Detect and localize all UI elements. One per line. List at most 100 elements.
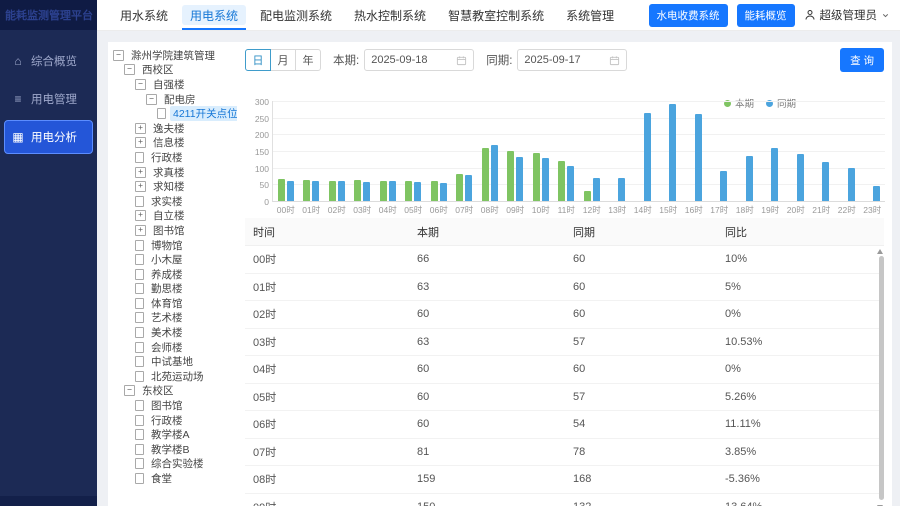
expand-icon[interactable]: + bbox=[135, 122, 146, 134]
tree-node[interactable]: 行政楼 bbox=[113, 150, 237, 165]
tree-node[interactable]: 小木屋 bbox=[113, 252, 237, 267]
tree-node[interactable]: − 东校区 bbox=[113, 384, 237, 399]
tree-node[interactable]: + 求真楼 bbox=[113, 165, 237, 180]
expand-icon[interactable]: + bbox=[135, 181, 146, 193]
user-menu[interactable]: 超级管理员 bbox=[804, 7, 891, 23]
tree-node[interactable]: 求实楼 bbox=[113, 194, 237, 209]
sidebar-collapse-strip[interactable] bbox=[0, 496, 97, 506]
collapse-icon[interactable]: − bbox=[124, 64, 135, 76]
scrollbar-thumb[interactable] bbox=[879, 256, 884, 500]
tree-node[interactable]: 美术楼 bbox=[113, 325, 237, 340]
table-cell: 132 bbox=[565, 493, 717, 506]
comparison-table-wrap: 时间 本期 同期 同比 00时 66 60 10% 01时 63 60 5% 02时 60 60 0% 03时 6… bbox=[245, 218, 884, 506]
analysis-content: 日月年 本期: 2025-09-18 同期: 2025-09-17 查 询 本期… bbox=[237, 42, 892, 506]
table-row: 05时 60 57 5.26% bbox=[245, 383, 884, 411]
collapse-icon[interactable]: − bbox=[146, 93, 157, 105]
tree-node[interactable]: + 自立楼 bbox=[113, 209, 237, 224]
bar-previous bbox=[541, 157, 549, 201]
table-cell: 60 bbox=[409, 300, 565, 329]
bar-current bbox=[507, 151, 515, 201]
sidebar-item-power-analysis[interactable]: ▦ 用电分析 bbox=[4, 120, 93, 154]
tree-node[interactable]: − 滁州学院建筑管理 bbox=[113, 48, 237, 63]
tab-hot-water-control[interactable]: 热水控制系统 bbox=[343, 0, 437, 30]
tree-node[interactable]: 行政楼 bbox=[113, 413, 237, 428]
table-cell: 11.11% bbox=[717, 410, 884, 439]
table-cell: 09时 bbox=[245, 493, 409, 506]
y-axis-tick: 100 bbox=[254, 163, 269, 174]
topbar-actions: 水电收费系统 能耗概览 超级管理员 bbox=[648, 3, 900, 27]
chart-legend: 本期 同期 bbox=[723, 96, 796, 110]
utility-billing-system-button[interactable]: 水电收费系统 bbox=[648, 3, 728, 27]
period-toggle-group: 日月年 bbox=[245, 49, 321, 71]
scroll-up-arrow[interactable] bbox=[877, 249, 883, 254]
period-day-button[interactable]: 日 bbox=[245, 49, 271, 71]
period-year-button[interactable]: 年 bbox=[295, 49, 321, 71]
tab-water-system[interactable]: 用水系统 bbox=[109, 0, 179, 30]
bar-current bbox=[456, 174, 464, 201]
tree-node[interactable]: − 配电房 bbox=[113, 92, 237, 107]
sidebar-item-overview[interactable]: ⌂ 综合概览 bbox=[4, 44, 93, 78]
tree-node-label: 博物馆 bbox=[151, 239, 183, 252]
period-month-button[interactable]: 月 bbox=[270, 49, 296, 71]
collapse-icon[interactable]: − bbox=[124, 385, 135, 397]
tree-node[interactable]: 博物馆 bbox=[113, 238, 237, 253]
tree-node[interactable]: − 西校区 bbox=[113, 63, 237, 78]
tree-node[interactable]: 食堂 bbox=[113, 471, 237, 486]
gridline bbox=[273, 151, 885, 152]
tab-power-system[interactable]: 用电系统 bbox=[179, 0, 249, 30]
tree-node[interactable]: + 图书馆 bbox=[113, 223, 237, 238]
tree-node[interactable]: 会师楼 bbox=[113, 340, 237, 355]
compare-period-label: 同期: bbox=[486, 55, 513, 67]
bar-previous bbox=[490, 145, 498, 201]
table-cell: 159 bbox=[409, 465, 565, 494]
list-icon: ≡ bbox=[14, 92, 22, 106]
tab-smart-classroom-control[interactable]: 智慧教室控制系统 bbox=[437, 0, 555, 30]
legend-dot bbox=[765, 99, 773, 107]
table-header-cell: 时间 bbox=[245, 218, 409, 246]
table-cell: 168 bbox=[565, 465, 717, 494]
tab-label: 系统管理 bbox=[566, 8, 615, 23]
legend-item[interactable]: 本期 bbox=[723, 96, 754, 110]
tab-system-management[interactable]: 系统管理 bbox=[555, 0, 625, 30]
table-row: 03时 63 57 10.53% bbox=[245, 328, 884, 356]
tree-node[interactable]: 4211开关点位 bbox=[113, 106, 237, 122]
sidebar-menu: ⌂ 综合概览 ≡ 用电管理 ▦ 用电分析 bbox=[0, 30, 97, 154]
tree-node-label: 图书馆 bbox=[151, 400, 183, 413]
collapse-icon[interactable]: − bbox=[135, 78, 146, 90]
expand-icon[interactable]: + bbox=[135, 166, 146, 178]
table-row: 02时 60 60 0% bbox=[245, 300, 884, 329]
tree-node[interactable]: 教学楼A bbox=[113, 427, 237, 442]
legend-item[interactable]: 同期 bbox=[765, 96, 796, 110]
tree-node[interactable]: 体育馆 bbox=[113, 296, 237, 311]
tree-node[interactable]: − 自强楼 bbox=[113, 77, 237, 92]
tree-node[interactable]: 教学楼B bbox=[113, 442, 237, 457]
current-date-input[interactable]: 2025-09-18 bbox=[364, 49, 475, 71]
table-cell: 3.85% bbox=[717, 438, 884, 466]
tree-node[interactable]: 北苑运动场 bbox=[113, 369, 237, 384]
bar-current bbox=[430, 181, 438, 201]
table-cell: 78 bbox=[565, 438, 717, 466]
energy-overview-button[interactable]: 能耗概览 bbox=[736, 3, 795, 27]
tree-node[interactable]: 中试基地 bbox=[113, 354, 237, 369]
tree-node[interactable]: 图书馆 bbox=[113, 398, 237, 413]
compare-date-input[interactable]: 2025-09-17 bbox=[517, 49, 628, 71]
collapse-icon[interactable]: − bbox=[113, 49, 124, 61]
tree-node[interactable]: + 求知楼 bbox=[113, 179, 237, 194]
expand-icon[interactable]: + bbox=[135, 224, 146, 236]
tree-node[interactable]: 综合实验楼 bbox=[113, 457, 237, 472]
expand-icon[interactable]: + bbox=[135, 210, 146, 222]
tree-node[interactable]: 艺术楼 bbox=[113, 311, 237, 326]
tree-node[interactable]: 勤思楼 bbox=[113, 282, 237, 297]
expand-icon[interactable]: + bbox=[135, 137, 146, 149]
tree-node[interactable]: + 逸夫楼 bbox=[113, 121, 237, 136]
tab-distribution-monitor[interactable]: 配电监测系统 bbox=[249, 0, 343, 30]
table-cell: 66 bbox=[409, 245, 565, 274]
tree-node[interactable]: + 信息楼 bbox=[113, 136, 237, 151]
query-toolbar: 日月年 本期: 2025-09-18 同期: 2025-09-17 查 询 bbox=[245, 48, 884, 72]
legend-label: 同期 bbox=[776, 99, 796, 110]
tree-node[interactable]: 养成楼 bbox=[113, 267, 237, 282]
sidebar-item-power-management[interactable]: ≡ 用电管理 bbox=[4, 82, 93, 116]
document-icon bbox=[135, 458, 144, 470]
document-icon bbox=[135, 414, 144, 426]
query-button[interactable]: 查 询 bbox=[840, 48, 884, 72]
